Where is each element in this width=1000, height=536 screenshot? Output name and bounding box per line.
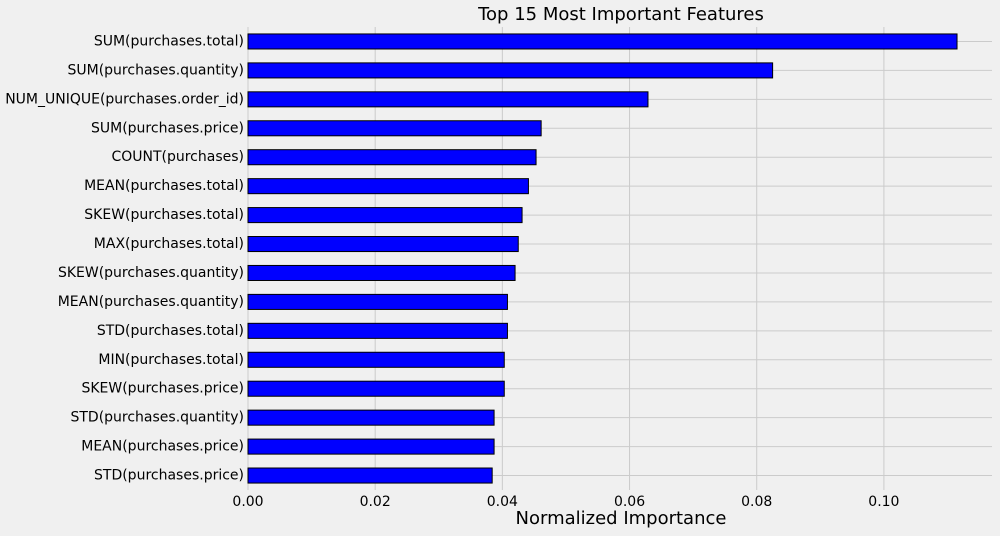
bar: [247, 409, 495, 426]
y-tick-label: SUM(purchases.quantity): [67, 62, 244, 78]
y-tick-label: STD(purchases.quantity): [70, 410, 244, 426]
y-tick-label: STD(purchases.price): [94, 468, 244, 484]
y-tick-label: SKEW(purchases.total): [84, 207, 244, 223]
bar: [247, 33, 958, 50]
y-tick-label: MEAN(purchases.quantity): [58, 294, 244, 310]
y-tick-label: NUM_UNIQUE(purchases.order_id): [5, 91, 244, 107]
y-tick-label: MAX(purchases.total): [94, 236, 244, 252]
x-tick-label: 0.04: [487, 494, 518, 510]
bar: [247, 178, 529, 195]
y-tick-label: STD(purchases.total): [97, 323, 244, 339]
y-tick-label: SKEW(purchases.price): [81, 381, 244, 397]
y-tick-label: SKEW(purchases.quantity): [58, 265, 244, 281]
bar: [247, 62, 774, 79]
x-tick-label: 0.10: [868, 494, 899, 510]
y-tick-label: COUNT(purchases): [111, 149, 244, 165]
y-tick-label: SUM(purchases.price): [91, 120, 244, 136]
bar: [247, 264, 516, 281]
bar: [247, 207, 523, 224]
bar: [247, 120, 542, 137]
bar: [247, 293, 508, 310]
y-tick-label: MEAN(purchases.price): [81, 439, 244, 455]
x-tick-label: 0.08: [741, 494, 772, 510]
chart-title: Top 15 Most Important Features: [477, 4, 764, 25]
x-tick-label: 0.02: [360, 494, 391, 510]
bar: [247, 467, 493, 484]
x-tick-label: 0.00: [232, 494, 263, 510]
bar: [247, 322, 508, 339]
bar: [247, 236, 519, 253]
x-tick-label: 0.06: [614, 494, 645, 510]
y-tick-label: MIN(purchases.total): [98, 352, 244, 368]
x-axis-label: Normalized Importance: [516, 508, 727, 529]
bar: [247, 91, 649, 108]
bar: [247, 351, 505, 368]
y-tick-label: SUM(purchases.total): [94, 33, 244, 49]
bar: [247, 380, 505, 397]
bar: [247, 438, 495, 455]
y-tick-label: MEAN(purchases.total): [84, 178, 244, 194]
bar: [247, 149, 537, 166]
